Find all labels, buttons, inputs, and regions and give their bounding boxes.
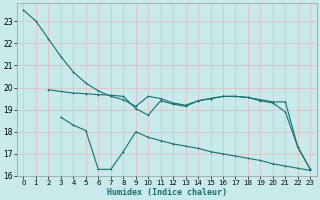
X-axis label: Humidex (Indice chaleur): Humidex (Indice chaleur) <box>107 188 227 197</box>
